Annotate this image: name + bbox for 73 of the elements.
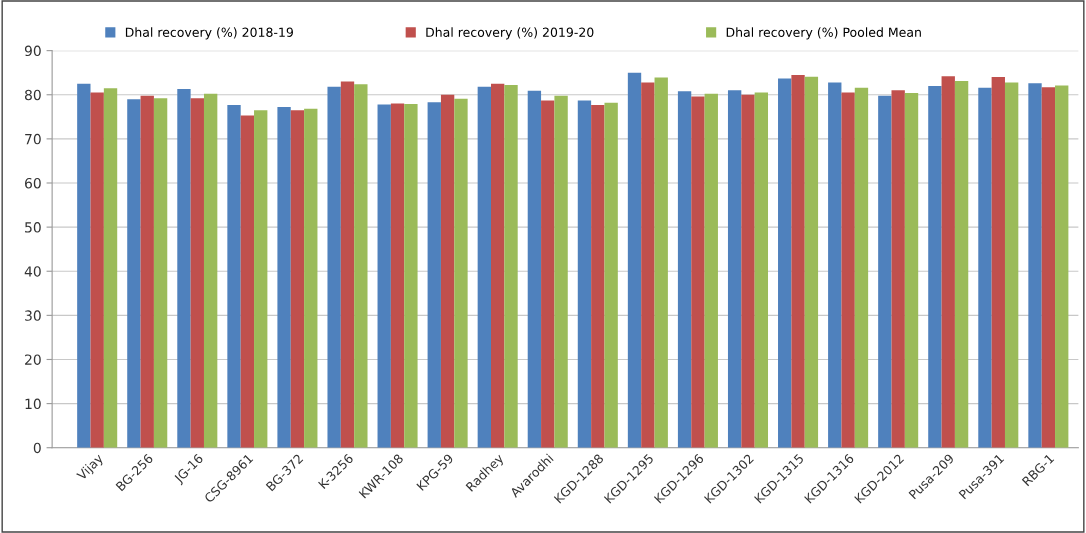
legend-label: Dhal recovery (%) 2019-20: [426, 27, 594, 40]
bar: [891, 90, 905, 448]
bar: [504, 85, 518, 448]
y-tick-label: 40: [24, 266, 41, 277]
legend-label: Dhal recovery (%) Pooled Mean: [726, 27, 921, 40]
bar: [277, 107, 291, 448]
bar: [1004, 82, 1019, 448]
y-tick-label: 80: [24, 89, 41, 101]
legend-label: Dhal recovery (%) 2018-19: [125, 27, 293, 40]
bar: [791, 74, 805, 448]
bar: [554, 95, 568, 448]
bar: [1028, 83, 1042, 448]
bar: [377, 104, 391, 448]
bar: [491, 83, 505, 448]
bar: [440, 94, 455, 448]
bar: [854, 87, 869, 448]
y-tick-label: 20: [25, 354, 41, 365]
bar: [828, 82, 842, 448]
bar: [240, 115, 255, 448]
y-tick-label: 60: [25, 177, 41, 189]
y-tick-label: 30: [25, 310, 41, 321]
bar: [140, 95, 154, 448]
y-tick-label: 50: [25, 222, 41, 233]
bar: [627, 72, 642, 448]
y-tick-label: 0: [33, 442, 41, 454]
bar: [354, 84, 368, 448]
bar: [203, 93, 218, 448]
bar: [577, 100, 592, 448]
bar: [641, 82, 655, 448]
bar: [691, 96, 705, 448]
bar: [654, 77, 668, 448]
bar: [127, 99, 141, 448]
bar: [991, 77, 1005, 448]
y-tick-label: 70: [25, 133, 41, 145]
bar: [704, 93, 718, 448]
bar: [177, 89, 191, 448]
bar: [904, 92, 919, 448]
bar: [778, 78, 792, 448]
bar: [190, 98, 204, 448]
bar: [978, 87, 992, 448]
bar: [90, 92, 104, 448]
bar: [390, 103, 405, 448]
bar: [404, 104, 418, 448]
bar: [841, 92, 855, 448]
bar: [103, 88, 118, 448]
bar: [427, 102, 441, 448]
y-tick-label: 90: [24, 45, 41, 57]
bar: [754, 92, 769, 448]
bar: [677, 91, 692, 448]
bar: [454, 98, 468, 448]
bar: [77, 83, 91, 448]
bar: [340, 81, 355, 448]
bar: [1055, 85, 1069, 448]
bar: [153, 98, 168, 448]
bar: [727, 90, 742, 448]
bar: [290, 110, 305, 448]
bar: [541, 100, 555, 448]
bar: [954, 81, 969, 448]
bar: [227, 104, 241, 448]
bar: [254, 110, 268, 448]
bar: [941, 76, 955, 448]
bar: [477, 86, 491, 448]
bar: [591, 104, 605, 448]
bar: [604, 102, 618, 448]
bar: [741, 94, 755, 448]
bar: [327, 86, 341, 448]
y-tick-label: 10: [25, 398, 41, 410]
bar: [878, 95, 892, 448]
bar: [527, 90, 542, 448]
bar: [804, 76, 819, 448]
bar: [1041, 87, 1056, 448]
bar: [304, 108, 318, 448]
bar: [928, 85, 942, 448]
